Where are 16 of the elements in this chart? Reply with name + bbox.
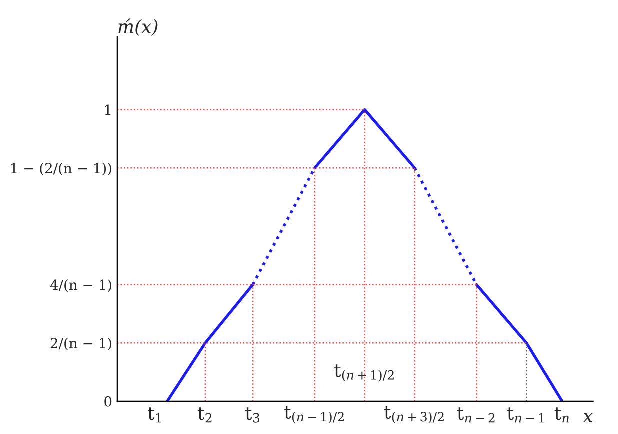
y-axis-title: ḿ(x)	[118, 18, 158, 36]
y-tick-label: 1	[105, 104, 111, 116]
x-tick-label: t$_{n}$	[554, 408, 569, 423]
y-tick-label: 0	[104, 396, 112, 407]
x-tick-label: t$_{2}$	[198, 408, 212, 423]
x-tick-label: t$_{n−1}$	[507, 408, 544, 423]
x-tick-label: t$_{1}$	[148, 408, 162, 423]
x-tick-label: t$_{3}$	[246, 408, 260, 423]
y-tick-label: 2/(n − 1)	[50, 338, 112, 351]
x-tick-label: t$_{(n+3)/2}$	[384, 406, 444, 424]
x-tick-label: t$_{n−2}$	[457, 408, 495, 423]
y-tick-label: 4/(n − 1)	[50, 280, 112, 292]
y-tick-label: 1 − (2/(n − 1))	[12, 162, 112, 176]
x-axis-title: x	[583, 413, 594, 422]
x-tick-label: t$_{(n−1)/2}$	[284, 406, 344, 424]
annotation: t$_{(n+1)/2}$	[334, 364, 394, 382]
